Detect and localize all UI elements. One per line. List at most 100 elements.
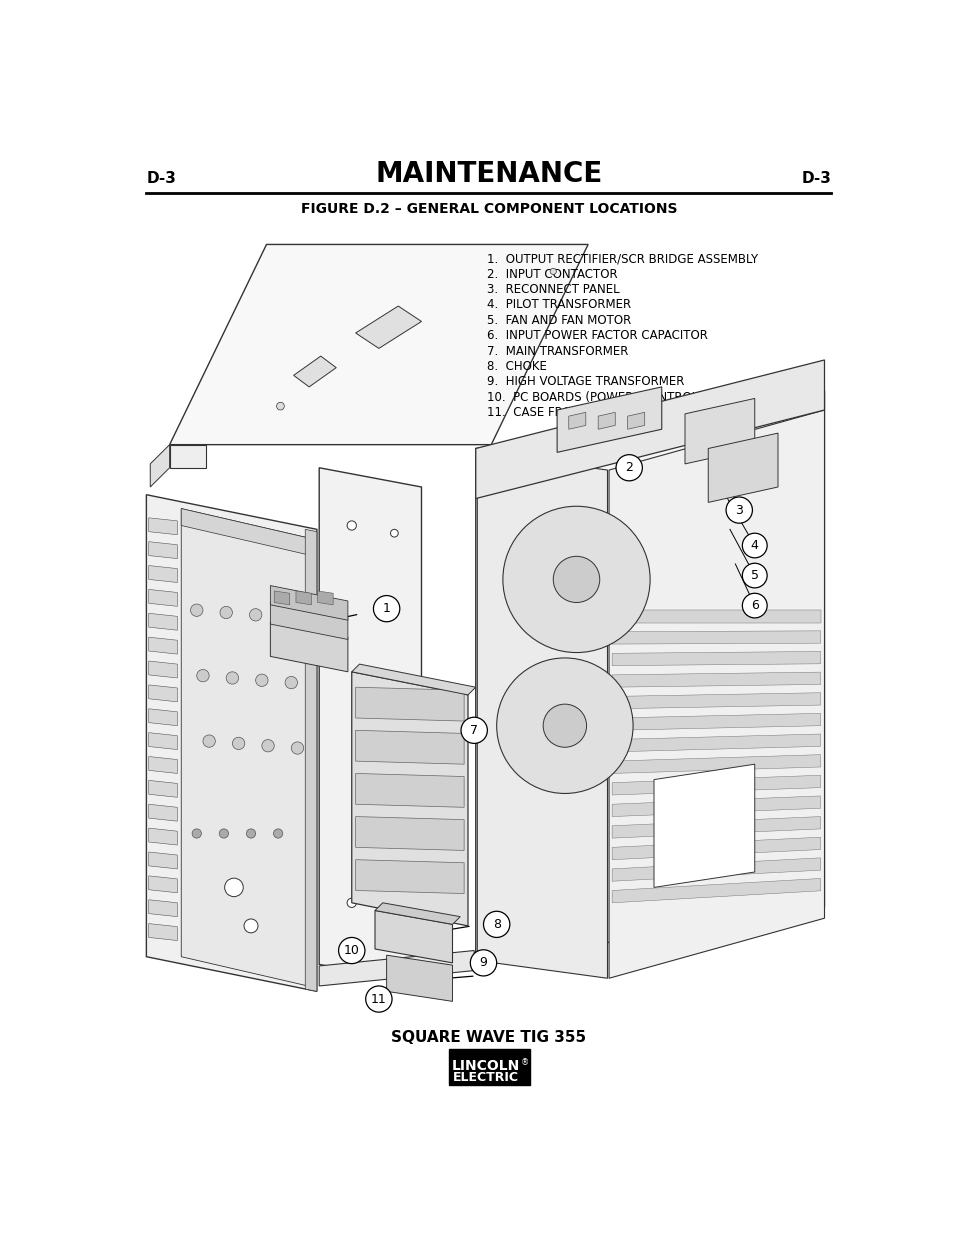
Polygon shape	[181, 509, 314, 556]
Polygon shape	[612, 714, 820, 730]
Polygon shape	[149, 685, 177, 701]
Polygon shape	[149, 852, 177, 869]
Polygon shape	[612, 837, 820, 860]
Text: 5.  FAN AND FAN MOTOR: 5. FAN AND FAN MOTOR	[487, 314, 631, 327]
Polygon shape	[149, 517, 177, 535]
Circle shape	[373, 595, 399, 621]
Circle shape	[502, 506, 649, 652]
Circle shape	[196, 669, 209, 682]
Text: 9: 9	[479, 956, 487, 969]
Circle shape	[553, 556, 599, 603]
Polygon shape	[375, 910, 452, 963]
Text: 2.  INPUT CONTACTOR: 2. INPUT CONTACTOR	[487, 268, 618, 280]
Text: 6: 6	[750, 599, 758, 613]
Polygon shape	[654, 764, 754, 888]
Polygon shape	[355, 306, 421, 348]
Circle shape	[191, 604, 203, 616]
Polygon shape	[274, 592, 290, 605]
Polygon shape	[598, 412, 615, 430]
Circle shape	[365, 986, 392, 1013]
Polygon shape	[170, 245, 587, 445]
Polygon shape	[386, 955, 452, 1002]
Text: 5: 5	[750, 569, 758, 582]
Polygon shape	[150, 445, 170, 487]
Polygon shape	[149, 709, 177, 726]
Polygon shape	[476, 390, 823, 965]
Text: 4: 4	[750, 538, 758, 552]
Polygon shape	[612, 858, 820, 882]
Polygon shape	[146, 495, 316, 992]
Polygon shape	[612, 734, 820, 752]
Polygon shape	[270, 621, 348, 672]
Polygon shape	[557, 387, 661, 452]
Polygon shape	[612, 878, 820, 903]
Text: 7.  MAIN TRANSFORMER: 7. MAIN TRANSFORMER	[487, 345, 628, 358]
Text: MAINTENANCE: MAINTENANCE	[375, 159, 602, 188]
Circle shape	[470, 950, 497, 976]
Polygon shape	[181, 509, 314, 988]
Circle shape	[244, 919, 257, 932]
Circle shape	[483, 911, 509, 937]
Circle shape	[203, 735, 215, 747]
Circle shape	[460, 718, 487, 743]
Polygon shape	[612, 795, 820, 816]
Circle shape	[741, 534, 766, 558]
Circle shape	[497, 658, 633, 793]
Polygon shape	[295, 592, 311, 605]
Text: 8: 8	[492, 918, 500, 931]
Text: 10: 10	[343, 944, 359, 957]
Polygon shape	[149, 924, 177, 941]
Polygon shape	[612, 610, 820, 622]
Polygon shape	[612, 652, 820, 666]
Polygon shape	[608, 410, 823, 978]
Circle shape	[278, 611, 291, 624]
Polygon shape	[149, 542, 177, 558]
FancyBboxPatch shape	[448, 1049, 530, 1084]
Polygon shape	[707, 433, 778, 503]
Circle shape	[338, 937, 365, 963]
Text: FIGURE D.2 – GENERAL COMPONENT LOCATIONS: FIGURE D.2 – GENERAL COMPONENT LOCATIONS	[300, 203, 677, 216]
Circle shape	[274, 829, 282, 839]
Text: LINCOLN: LINCOLN	[451, 1060, 519, 1073]
Polygon shape	[149, 781, 177, 798]
Polygon shape	[375, 903, 459, 924]
Text: D-3: D-3	[801, 172, 831, 186]
Polygon shape	[270, 585, 348, 620]
Polygon shape	[612, 693, 820, 709]
Polygon shape	[355, 860, 464, 894]
Polygon shape	[319, 951, 474, 986]
Circle shape	[542, 704, 586, 747]
Text: 8.  CHOKE: 8. CHOKE	[487, 359, 547, 373]
Polygon shape	[149, 876, 177, 893]
Polygon shape	[476, 452, 607, 978]
Text: D-3: D-3	[146, 172, 176, 186]
Text: 11: 11	[371, 993, 386, 1005]
Polygon shape	[612, 631, 820, 645]
Circle shape	[255, 674, 268, 687]
Text: 6.  INPUT POWER FACTOR CAPACITOR: 6. INPUT POWER FACTOR CAPACITOR	[487, 330, 707, 342]
Polygon shape	[476, 359, 823, 499]
Circle shape	[192, 829, 201, 839]
Text: 7: 7	[470, 724, 477, 737]
Polygon shape	[317, 592, 333, 605]
Polygon shape	[305, 530, 316, 992]
Polygon shape	[149, 614, 177, 630]
Polygon shape	[149, 661, 177, 678]
Text: 10.  PC BOARDS (POWER, CONTROL): 10. PC BOARDS (POWER, CONTROL)	[487, 390, 702, 404]
Circle shape	[741, 593, 766, 618]
Polygon shape	[149, 732, 177, 750]
Polygon shape	[149, 804, 177, 821]
Polygon shape	[612, 776, 820, 795]
Polygon shape	[355, 687, 464, 721]
Polygon shape	[612, 755, 820, 773]
Circle shape	[246, 829, 255, 839]
Polygon shape	[149, 829, 177, 845]
Text: ®: ®	[520, 1058, 529, 1067]
Text: 3.  RECONNECT PANEL: 3. RECONNECT PANEL	[487, 283, 619, 296]
Polygon shape	[319, 468, 421, 983]
Text: 11.  CASE FRONT: 11. CASE FRONT	[487, 406, 588, 419]
Circle shape	[249, 609, 261, 621]
Polygon shape	[149, 589, 177, 606]
Polygon shape	[149, 637, 177, 655]
Polygon shape	[352, 672, 468, 926]
